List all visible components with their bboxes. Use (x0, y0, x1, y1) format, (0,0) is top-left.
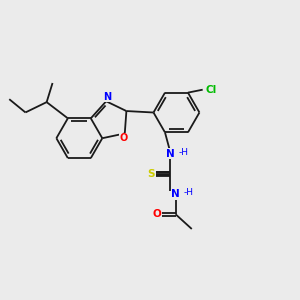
Text: Cl: Cl (205, 85, 217, 95)
Text: O: O (152, 209, 161, 219)
Text: -H: -H (184, 188, 194, 197)
Text: N: N (166, 148, 175, 159)
Text: O: O (119, 133, 128, 143)
Text: N: N (103, 92, 111, 102)
Text: N: N (171, 189, 180, 199)
Text: -H: -H (178, 148, 188, 157)
Text: S: S (148, 169, 155, 178)
